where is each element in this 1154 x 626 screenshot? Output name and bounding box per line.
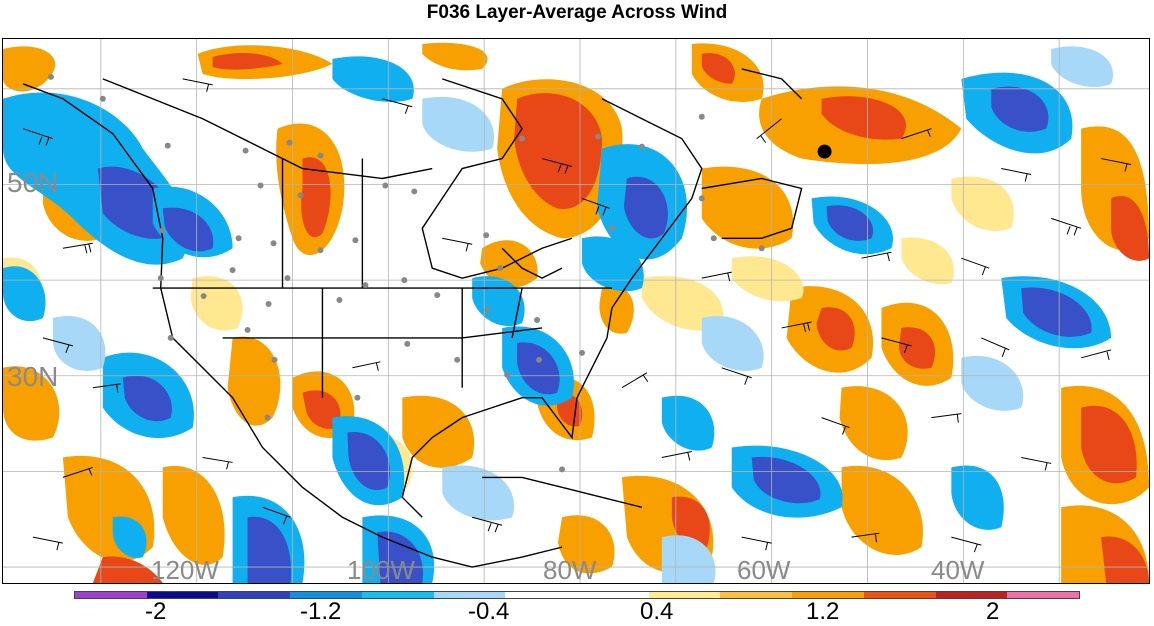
colorbar-label-minus-1-2: -1.2 <box>300 598 342 625</box>
colorbar-label-1-2: 1.2 <box>806 598 840 625</box>
lon-label-80w: 80W <box>543 555 597 584</box>
lon-label-100w: 100W <box>347 555 415 584</box>
colorbar-segment-1 <box>146 592 219 598</box>
wind-barbs <box>22 78 1132 553</box>
colorbar-segment-11 <box>863 592 936 598</box>
across-wind-field-map <box>3 39 1149 583</box>
colorbar <box>74 591 1080 599</box>
colorbar-label-minus-2: -2 <box>145 598 167 625</box>
lat-label-50n: 50N <box>7 167 59 198</box>
colorbar-segment-12 <box>935 592 1008 598</box>
negative-anomaly-areas <box>3 56 1112 583</box>
weak-negative-areas <box>52 46 1114 583</box>
reference-point-marker <box>817 144 832 159</box>
colorbar-segment-13 <box>1007 592 1080 598</box>
lon-label-60w: 60W <box>737 555 791 584</box>
lat-lon-grid <box>3 39 1149 583</box>
colorbar-segment-0 <box>75 592 147 598</box>
colorbar-segment-10 <box>792 592 864 598</box>
colorbar-segment-2 <box>218 592 291 598</box>
lat-label-30n: 30N <box>7 361 59 392</box>
colorbar-segment-3 <box>290 592 362 598</box>
map-panel: 50N 30N 120W 100W 80W 60W 40W <box>2 38 1150 584</box>
chart-title: F036 Layer-Average Across Wind <box>426 2 728 23</box>
colorbar-segment-9 <box>720 592 793 598</box>
lon-label-40w: 40W <box>931 555 985 584</box>
weak-positive-areas <box>3 176 1014 491</box>
colorbar-label-minus-0-4: -0.4 <box>468 598 510 625</box>
colorbar-segment-5 <box>433 592 506 598</box>
colorbar-label-0-4: 0.4 <box>640 598 674 625</box>
colorbar-segment-7 <box>577 592 649 598</box>
coastlines-and-borders <box>22 68 803 568</box>
colorbar-segment-4 <box>361 592 434 598</box>
colorbar-segment-8 <box>648 592 721 598</box>
colorbar-segment-6 <box>505 592 578 598</box>
lon-label-120w: 120W <box>151 555 219 584</box>
observation-stations <box>47 73 765 473</box>
colorbar-label-2: 2 <box>986 598 1000 625</box>
